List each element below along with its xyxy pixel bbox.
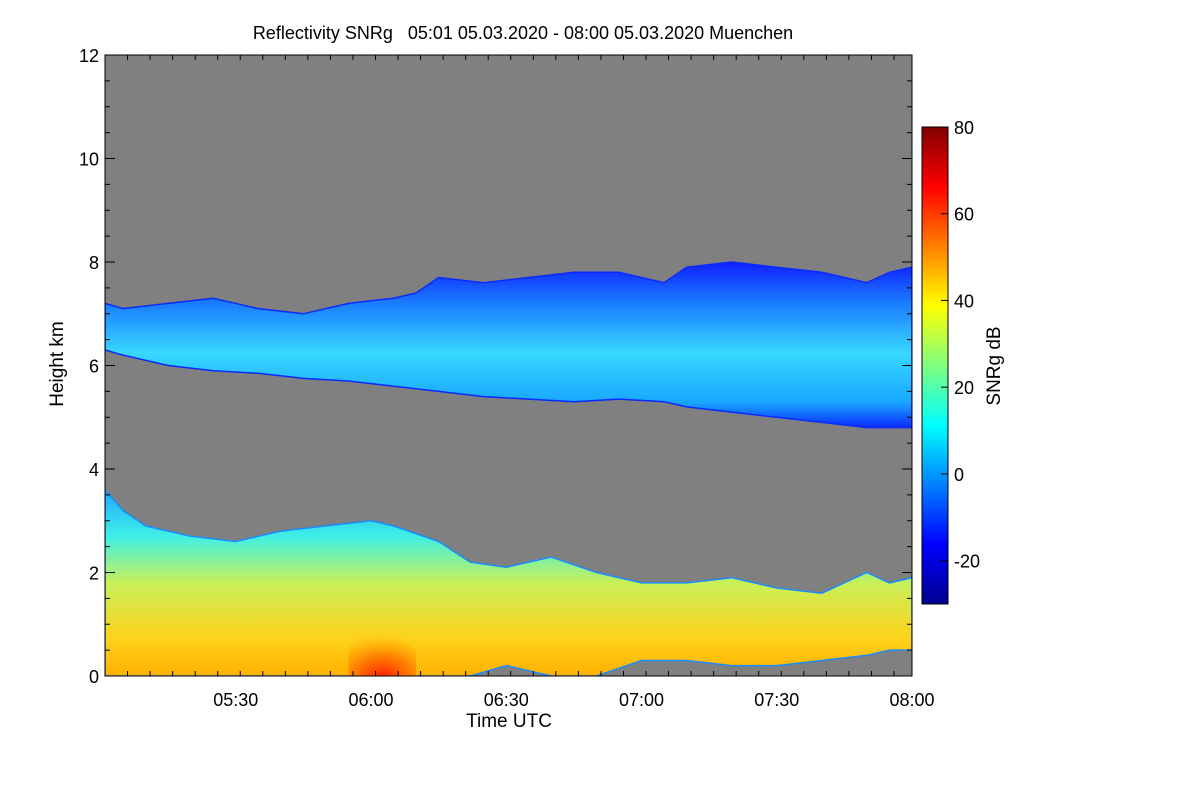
x-tick-label: 06:30 bbox=[484, 690, 529, 710]
y-tick-label: 12 bbox=[79, 46, 99, 66]
upper-cloud-layer bbox=[105, 262, 912, 428]
y-tick-label: 10 bbox=[79, 150, 99, 170]
colorbar-tick-label: 20 bbox=[954, 378, 974, 398]
x-axis-label: Time UTC bbox=[466, 711, 552, 732]
lower-precip-layer-edge bbox=[105, 488, 912, 676]
colorbar-label: SNRg dB bbox=[984, 326, 1005, 405]
colorbar-tick-label: 60 bbox=[954, 205, 974, 225]
x-tick-label: 06:00 bbox=[348, 690, 393, 710]
colorbar-tick-label: 40 bbox=[954, 291, 974, 311]
colorbar-tick-label: 80 bbox=[954, 118, 974, 138]
y-axis-label: Height km bbox=[47, 321, 68, 407]
y-tick-label: 0 bbox=[89, 667, 99, 687]
x-tick-label: 05:30 bbox=[213, 690, 258, 710]
colorbar-tick-label: -20 bbox=[954, 552, 980, 572]
y-tick-label: 6 bbox=[89, 357, 99, 377]
upper-cloud-layer-edge bbox=[105, 261, 912, 429]
x-axis: 05:30 06:00 06:30 07:00 07:30 08:00 bbox=[104, 55, 935, 710]
y-axis: 0 2 4 6 8 10 12 bbox=[79, 46, 912, 687]
x-tick-label: 07:00 bbox=[619, 690, 664, 710]
lower-precip-layer bbox=[105, 489, 912, 676]
y-tick-label: 8 bbox=[89, 253, 99, 273]
colorbar bbox=[921, 126, 949, 605]
data-layers bbox=[105, 261, 912, 676]
x-tick-label: 07:30 bbox=[754, 690, 799, 710]
reflectivity-core bbox=[348, 629, 417, 676]
y-tick-label: 2 bbox=[89, 564, 99, 584]
colorbar-axis: -20 0 20 40 60 80 bbox=[941, 118, 980, 572]
colorbar-tick-label: 0 bbox=[954, 465, 964, 485]
chart-title: Reflectivity SNRg 05:01 05.03.2020 - 08:… bbox=[253, 23, 793, 43]
x-tick-label: 08:00 bbox=[889, 690, 934, 710]
y-tick-label: 4 bbox=[89, 460, 99, 480]
